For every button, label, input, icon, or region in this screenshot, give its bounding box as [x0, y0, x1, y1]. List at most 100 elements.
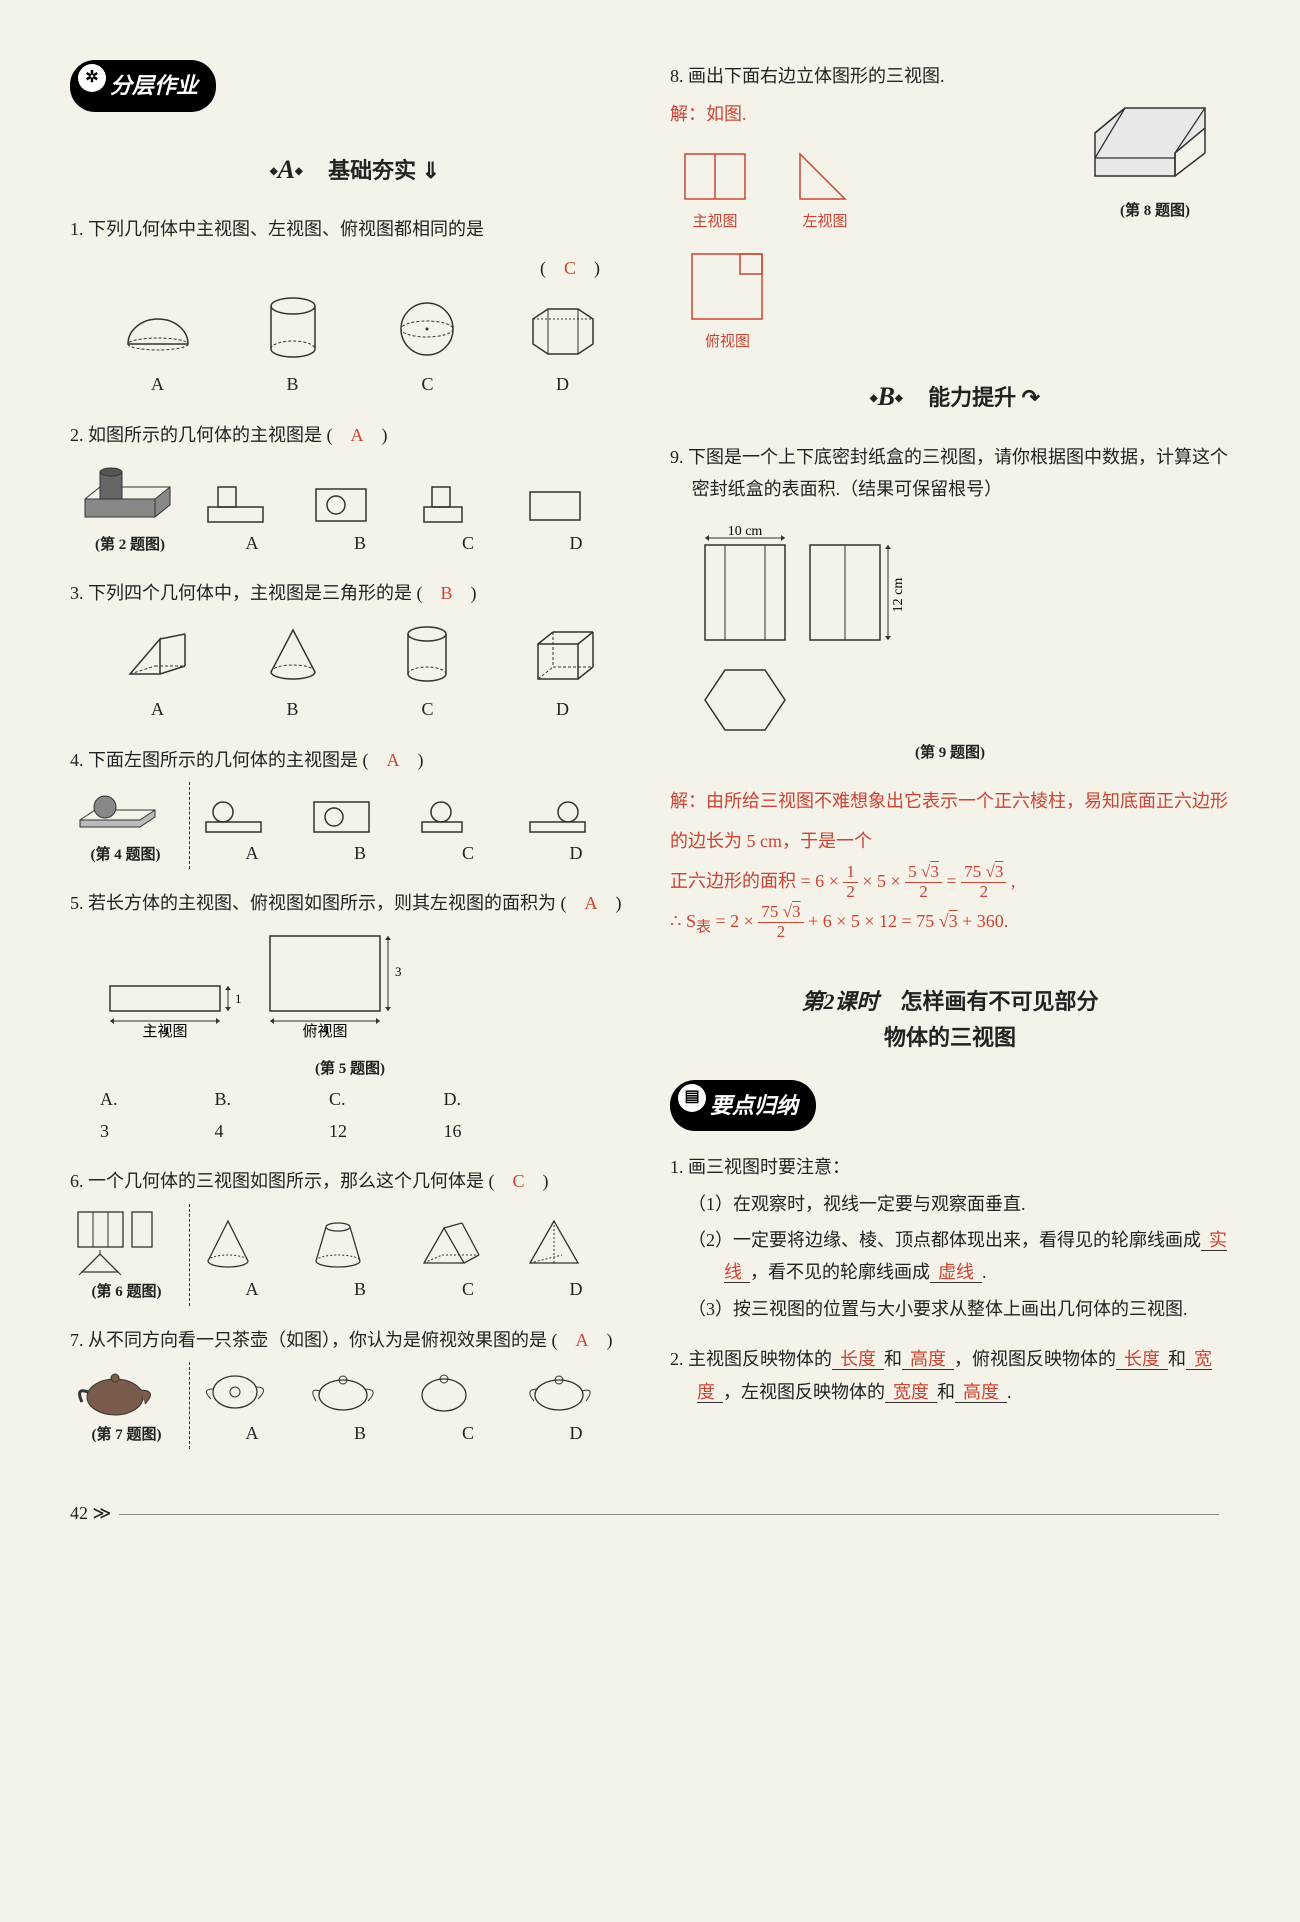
q2-options: A B C D — [198, 477, 630, 559]
two-views-icon: 主视图 4 1 俯视图 4 3 — [70, 926, 410, 1056]
hex-prism-icon — [523, 299, 603, 359]
q9-figure: 10 cm 12 cm (第 9 题图) — [670, 520, 1230, 767]
q2-text: 2. 如图所示的几何体的主视图是 ( A ) — [70, 419, 630, 451]
kp1-p1: （1）在观察时，视线一定要与观察面垂直. — [670, 1188, 1230, 1220]
q7-answer: A — [576, 1330, 589, 1350]
front-view-icon — [670, 139, 760, 209]
q6-figure: (第 6 题图) — [70, 1204, 190, 1306]
q6-opt-d: D — [522, 1213, 630, 1305]
q1-opt-c: C — [360, 294, 495, 400]
section-b-title: 能力提升 — [928, 385, 1040, 410]
question-3: 3. 下列四个几何体中，主视图是三角形的是 ( B ) A B C D — [70, 577, 630, 726]
lesson-number: 第2课时 — [801, 989, 878, 1014]
svg-text:3: 3 — [395, 964, 402, 979]
q5-options: A. 3 B. 4 C. 12 D. 16 — [70, 1083, 630, 1148]
blank-height-2: 高度 — [955, 1382, 1007, 1403]
q2-opt-d: D — [522, 477, 630, 559]
header-badge: ✲ 分层作业 — [70, 60, 216, 112]
q8-figure: (第 8 题图) — [1080, 98, 1230, 225]
q7-opt-a: A — [198, 1367, 306, 1449]
q6-text: 6. 一个几何体的三视图如图所示，那么这个几何体是 ( C ) — [70, 1165, 630, 1197]
svg-text:12 cm: 12 cm — [891, 578, 906, 613]
keypoints-badge: ▤ 要点归纳 — [670, 1080, 816, 1132]
section-a-title: 基础夯实 — [328, 158, 440, 183]
cuboid-icon — [528, 624, 598, 684]
q4-opt-a: A — [198, 792, 306, 869]
hemisphere-icon — [123, 304, 193, 354]
section-b-header: B 能力提升 — [670, 374, 1230, 421]
q1-opt-a: A — [90, 294, 225, 400]
sphere-icon — [395, 297, 460, 362]
svg-text:1: 1 — [235, 991, 242, 1006]
q3-answer: B — [441, 583, 453, 603]
q6-options: A B C D — [198, 1213, 630, 1305]
header-badge-text: 分层作业 — [110, 73, 198, 98]
keypoint-2: 2. 主视图反映物体的长度和高度，俯视图反映物体的长度和宽度，左视图反映物体的宽… — [670, 1343, 1230, 1408]
frustum-icon — [306, 1213, 371, 1273]
lesson-title: 第2课时 怎样画有不可见部分 物体的三视图 — [670, 984, 1230, 1054]
slab-sphere-icon — [70, 782, 170, 842]
q5-figure: 主视图 4 1 俯视图 4 3 (第 5 题图) — [70, 926, 630, 1083]
question-8: 8. 画出下面右边立体图形的三视图. 解：如图. 主视图 左视图 俯视图 — [670, 60, 1230, 356]
blank-height-1: 高度 — [902, 1349, 954, 1370]
q7-opt-b: B — [306, 1367, 414, 1449]
q8-text: 8. 画出下面右边立体图形的三视图. — [670, 60, 1230, 92]
question-5: 5. 若长方体的主视图、俯视图如图所示，则其左视图的面积为 ( A ) 主视图 … — [70, 887, 630, 1147]
q1-answer-paren: ( C ) — [70, 252, 630, 284]
kp1-p3: （3）按三视图的位置与大小要求从整体上画出几何体的三视图. — [670, 1293, 1230, 1325]
right-column: 8. 画出下面右边立体图形的三视图. 解：如图. 主视图 左视图 俯视图 — [655, 60, 1230, 1467]
question-7: 7. 从不同方向看一只茶壶（如图），你认为是俯视效果图的是 ( A ) (第 7… — [70, 1324, 630, 1449]
q4-answer: A — [387, 750, 400, 770]
pyramid-icon — [522, 1213, 587, 1273]
three-views-icon — [70, 1204, 170, 1279]
wedge-solid-icon — [1080, 98, 1220, 198]
question-4: 4. 下面左图所示的几何体的主视图是 ( A ) (第 4 题图) A B C … — [70, 744, 630, 869]
solid-block-icon — [70, 457, 180, 532]
q1-options: A B C D — [70, 294, 630, 400]
q7-opt-d: D — [522, 1367, 630, 1449]
q9-formula-2: ∴ S表 = 2 × 75 √32 + 6 × 5 × 12 = 75 √3 +… — [670, 902, 1230, 945]
keypoint-1: 1. 画三视图时要注意： （1）在观察时，视线一定要与观察面垂直. （2）一定要… — [670, 1151, 1230, 1325]
left-column: ✲ 分层作业 A 基础夯实 1. 下列几何体中主视图、左视图、俯视图都相同的是 … — [70, 60, 645, 1467]
q4-opt-b: B — [306, 792, 414, 869]
q7-options: A B C D — [198, 1367, 630, 1449]
kp1-head: 1. 画三视图时要注意： — [670, 1151, 1230, 1183]
blank-length-1: 长度 — [832, 1349, 884, 1370]
q3-opt-c: C — [360, 619, 495, 725]
tri-prism-icon — [414, 1213, 484, 1273]
question-1: 1. 下列几何体中主视图、左视图、俯视图都相同的是 ( C ) A B C D — [70, 213, 630, 400]
q6-opt-c: C — [414, 1213, 522, 1305]
left-view-icon — [785, 139, 865, 209]
q3-opt-d: D — [495, 619, 630, 725]
q4-opt-c: C — [414, 792, 522, 869]
q1-text: 1. 下列几何体中主视图、左视图、俯视图都相同的是 — [70, 213, 630, 245]
q5-answer: A — [585, 893, 598, 913]
q2-answer: A — [351, 425, 364, 445]
section-b-letter: B — [860, 374, 913, 421]
q4-options: A B C D — [198, 792, 630, 869]
blank-length-2: 长度 — [1116, 1349, 1168, 1370]
question-9: 9. 下图是一个上下底密封纸盒的三视图，请你根据图中数据，计算这个密封纸盒的表面… — [670, 441, 1230, 945]
q6-opt-b: B — [306, 1213, 414, 1305]
q9-solution: 解：由所给三视图不难想象出它表示一个正六棱柱，易知底面正六边形的边长为 5 cm… — [670, 782, 1230, 944]
blank-width-2: 宽度 — [885, 1382, 937, 1403]
q3-text: 3. 下列四个几何体中，主视图是三角形的是 ( B ) — [70, 577, 630, 609]
blank-dashed-line: 虚线 — [930, 1262, 982, 1283]
cylinder-icon — [263, 294, 323, 364]
q4-text: 4. 下面左图所示的几何体的主视图是 ( A ) — [70, 744, 630, 776]
q9-formula-1: 正六边形的面积 = 6 × 12 × 5 × 5 √32 = 75 √32 , — [670, 862, 1230, 902]
q4-opt-d: D — [522, 792, 630, 869]
svg-text:4: 4 — [162, 1024, 169, 1039]
page-number: 42 — [70, 1503, 88, 1523]
q4-figure: (第 4 题图) — [70, 782, 190, 869]
q9-text: 9. 下图是一个上下底密封纸盒的三视图，请你根据图中数据，计算这个密封纸盒的表面… — [670, 441, 1230, 506]
q7-text: 7. 从不同方向看一只茶壶（如图），你认为是俯视效果图的是 ( A ) — [70, 1324, 630, 1356]
section-a-header: A 基础夯实 — [70, 147, 630, 194]
kp1-p2: （2）一定要将边缘、棱、顶点都体现出来，看得见的轮廓线画成实线，看不见的轮廓线画… — [670, 1224, 1230, 1289]
cone-icon — [263, 622, 323, 687]
q5-text: 5. 若长方体的主视图、俯视图如图所示，则其左视图的面积为 ( A ) — [70, 887, 630, 919]
q6-answer: C — [513, 1171, 525, 1191]
q2-figure: (第 2 题图) — [70, 457, 190, 559]
q6-opt-a: A — [198, 1213, 306, 1305]
q7-opt-c: C — [414, 1367, 522, 1449]
